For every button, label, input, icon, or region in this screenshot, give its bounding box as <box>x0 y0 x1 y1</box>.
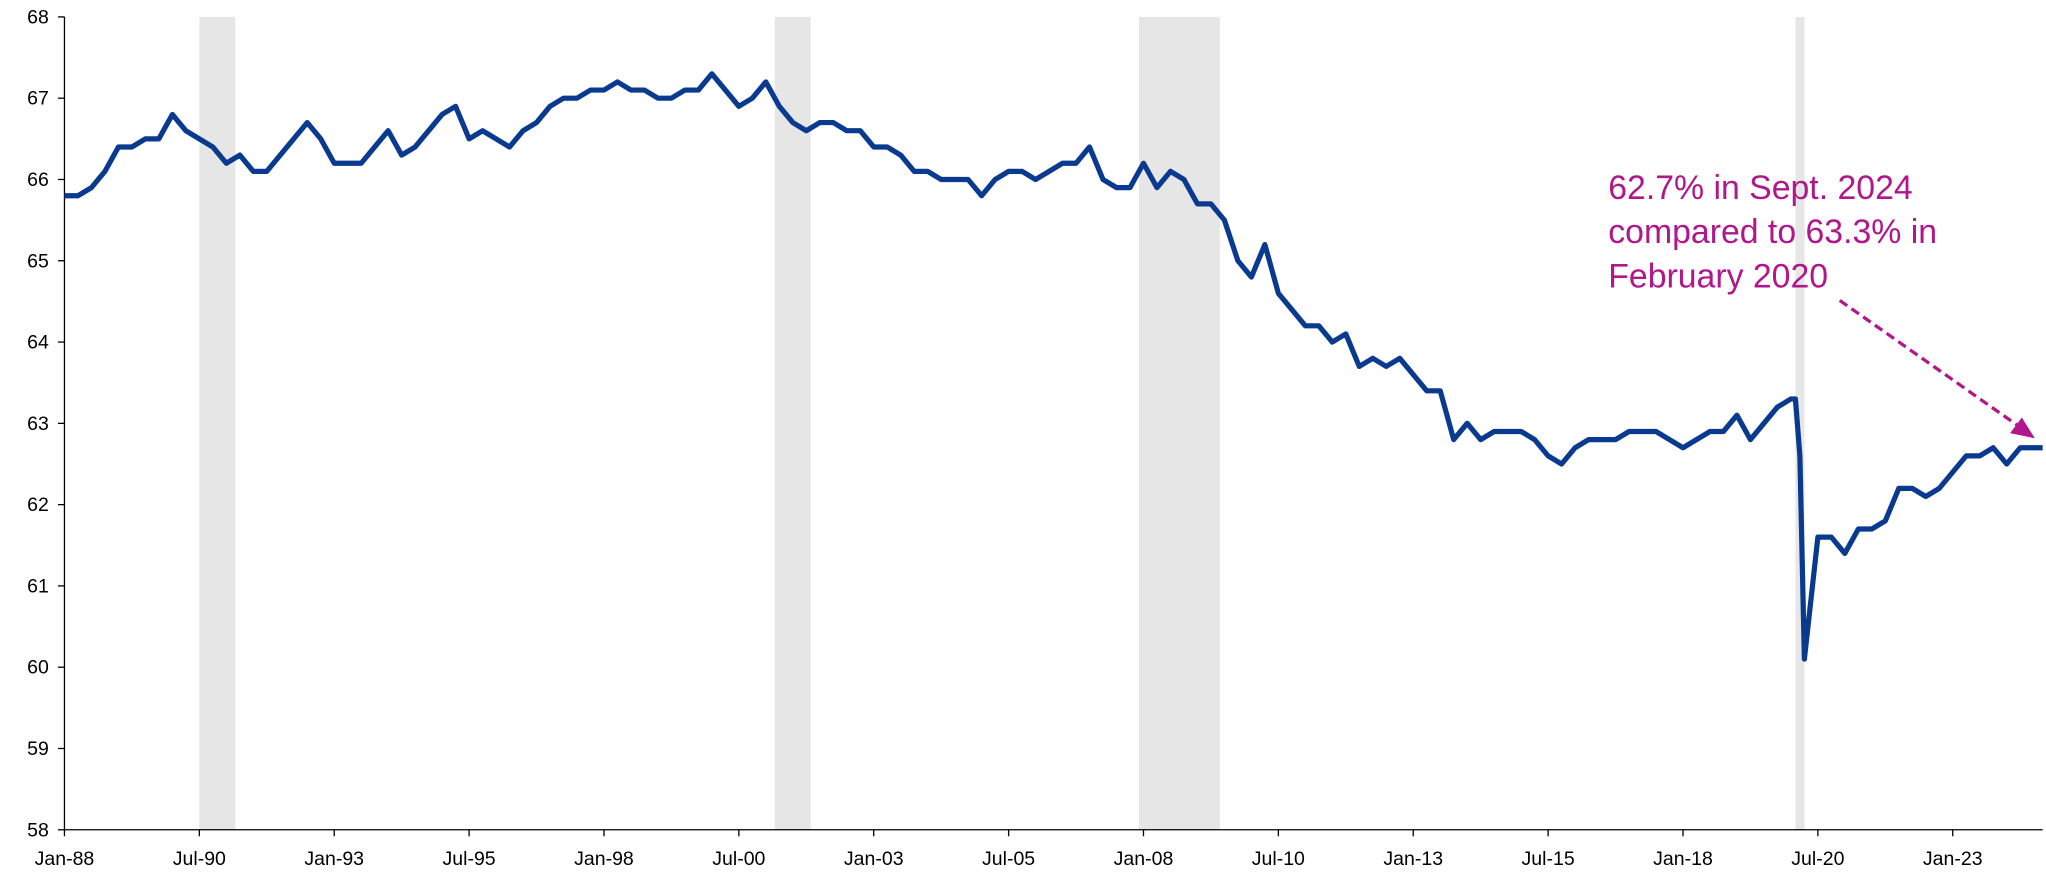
y-tick-label: 67 <box>27 88 49 110</box>
x-tick-label: Jan-08 <box>1114 848 1174 870</box>
recession-shade <box>1138 16 1220 830</box>
y-tick-label: 68 <box>27 6 49 28</box>
y-tick-label: 62 <box>27 494 49 516</box>
y-tick-label: 60 <box>27 657 49 679</box>
annotation-text: compared to 63.3% in <box>1608 213 1937 251</box>
y-tick-label: 61 <box>27 575 49 597</box>
x-tick-label: Jul-20 <box>1791 848 1844 870</box>
series-line <box>64 71 2043 662</box>
x-tick-label: Jul-05 <box>982 848 1035 870</box>
annotation-arrow <box>1838 299 2021 428</box>
y-tick-label: 64 <box>27 332 49 354</box>
annotation-text: February 2020 <box>1608 257 1828 295</box>
y-tick-label: 59 <box>27 738 49 760</box>
x-tick-label: Jul-90 <box>173 848 226 870</box>
x-tick-label: Jan-18 <box>1653 848 1713 870</box>
recession-shade <box>774 16 811 830</box>
x-tick-label: Jan-98 <box>574 848 634 870</box>
x-tick-label: Jan-93 <box>304 848 364 870</box>
annotation-text: 62.7% in Sept. 2024 <box>1608 169 1912 207</box>
x-tick-label: Jul-15 <box>1522 848 1575 870</box>
recession-shade <box>199 16 236 830</box>
y-tick-label: 63 <box>27 413 49 435</box>
x-tick-label: Jul-00 <box>712 848 765 870</box>
x-tick-label: Jan-23 <box>1923 848 1983 870</box>
x-tick-label: Jul-10 <box>1252 848 1305 870</box>
x-tick-label: Jul-95 <box>443 848 496 870</box>
y-tick-label: 65 <box>27 250 49 272</box>
x-tick-label: Jan-88 <box>35 848 95 870</box>
x-tick-label: Jan-03 <box>844 848 904 870</box>
x-tick-label: Jan-13 <box>1383 848 1443 870</box>
y-tick-label: 66 <box>27 169 49 191</box>
y-tick-label: 58 <box>27 819 49 841</box>
recession-shade <box>1795 16 1805 830</box>
annotation-arrowhead <box>2010 417 2035 439</box>
